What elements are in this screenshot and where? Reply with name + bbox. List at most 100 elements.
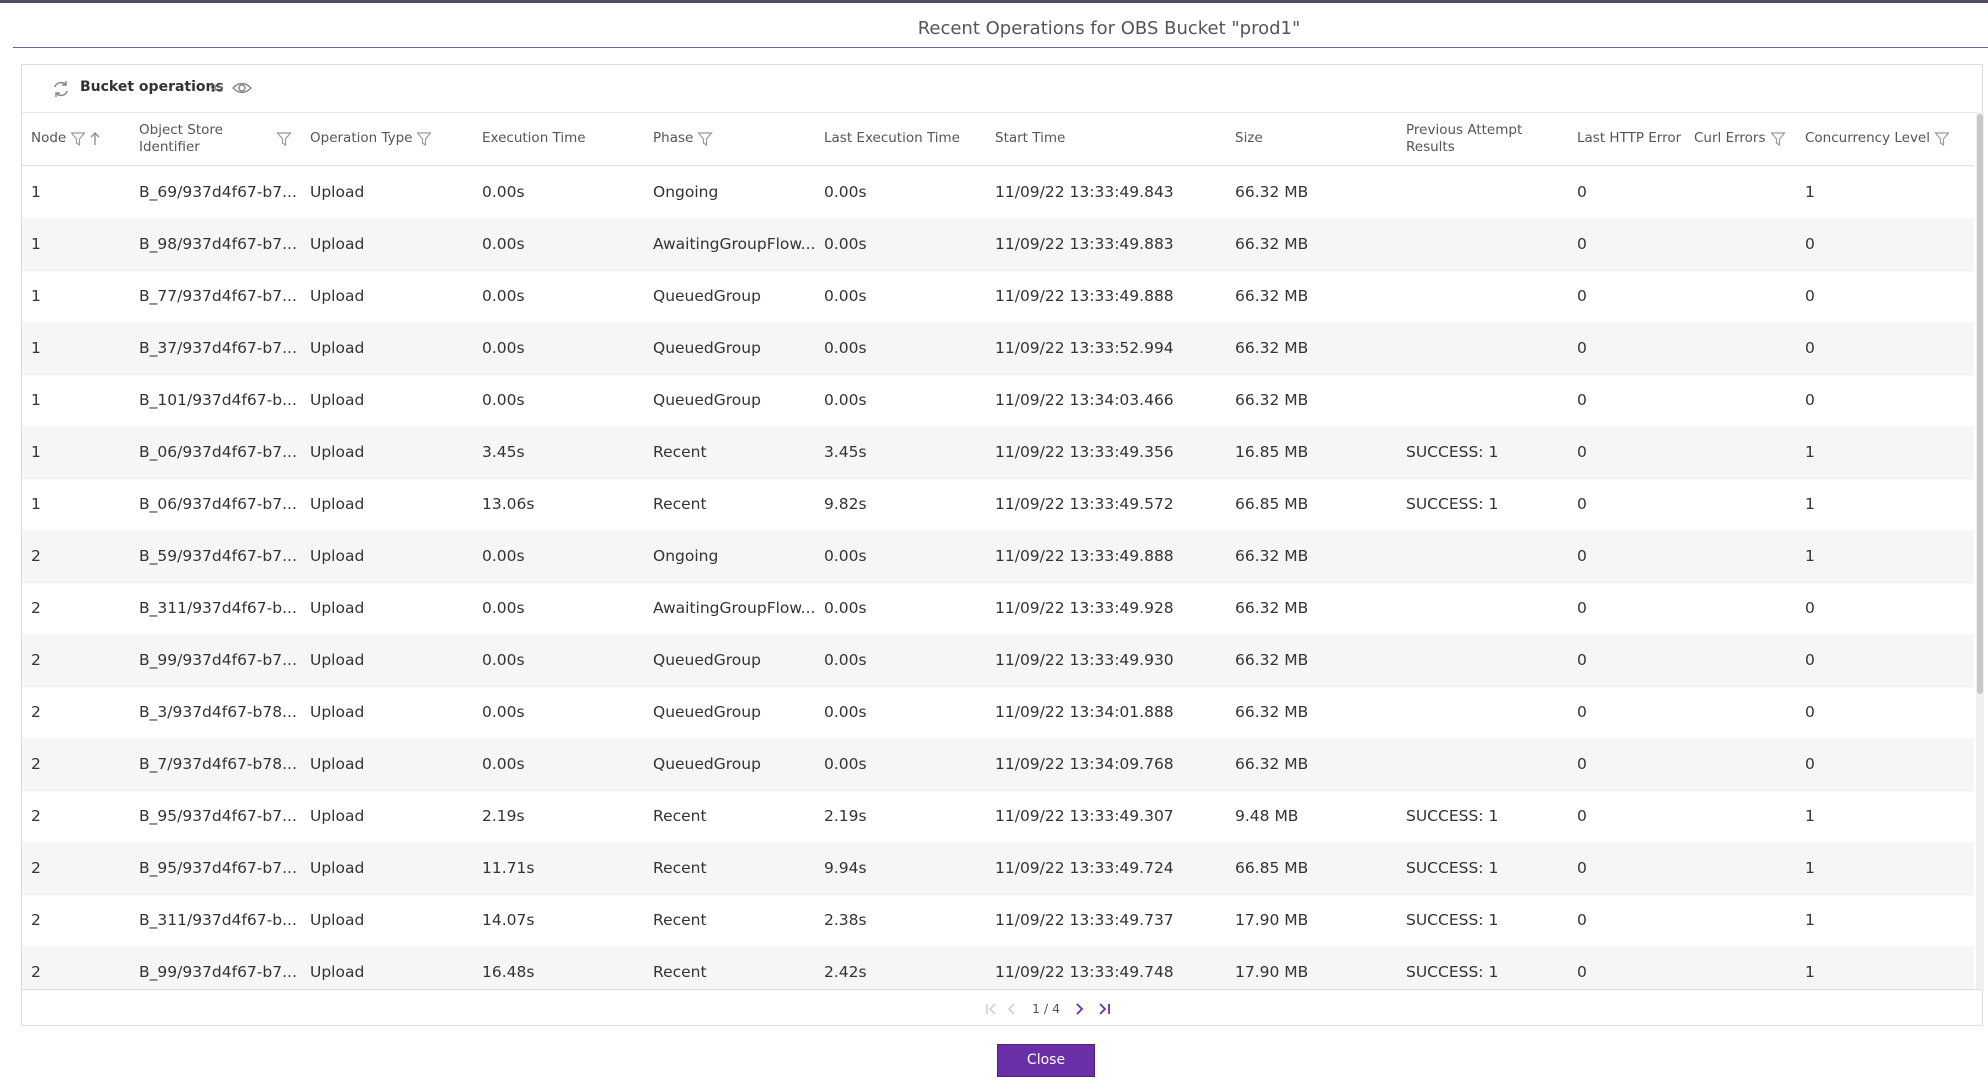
column-header[interactable]: Last Execution Time xyxy=(824,112,989,165)
table-cell: AwaitingGroupFlow... xyxy=(653,599,816,617)
table-cell: Upload xyxy=(310,599,365,617)
table-cell: 0.00s xyxy=(824,755,867,773)
table-cell: AwaitingGroupFlow... xyxy=(653,235,816,253)
title-divider xyxy=(13,47,1988,48)
table-row[interactable]: 2 B_59/937d4f67-b7... Upload 0.00s Ongoing 0.… xyxy=(22,530,1974,583)
table-cell: SUCCESS: 1 xyxy=(1406,495,1499,513)
table-cell: 13.06s xyxy=(482,495,535,513)
table-cell: 1 xyxy=(31,339,41,357)
filter-icon[interactable] xyxy=(66,131,87,147)
column-header[interactable]: Previous Attempt Results xyxy=(1406,112,1571,165)
table-cell: QueuedGroup xyxy=(653,703,761,721)
table-row[interactable]: 1 B_101/937d4f67-b... Upload 0.00s QueuedGro… xyxy=(22,374,1974,427)
table-row[interactable]: 2 B_7/937d4f67-b78... Upload 0.00s QueuedGro… xyxy=(22,738,1974,791)
table-cell: 66.32 MB xyxy=(1235,651,1309,669)
column-header[interactable]: Execution Time xyxy=(482,112,647,165)
filter-icon[interactable] xyxy=(272,131,292,147)
column-label: Curl Errors xyxy=(1694,130,1766,146)
table-cell: Upload xyxy=(310,443,365,461)
table-cell: 0 xyxy=(1805,599,1815,617)
table-cell: 66.32 MB xyxy=(1235,391,1309,409)
column-header[interactable]: Node xyxy=(31,112,133,165)
table-row[interactable]: 1 B_98/937d4f67-b7... Upload 0.00s AwaitingG… xyxy=(22,218,1974,271)
table-cell: 66.32 MB xyxy=(1235,287,1309,305)
table-cell: 0 xyxy=(1805,391,1815,409)
table-cell: B_06/937d4f67-b7... xyxy=(139,443,297,461)
column-label: Operation Type xyxy=(310,130,413,146)
filter-icon[interactable] xyxy=(693,131,714,147)
table-cell: 11/09/22 13:33:49.843 xyxy=(995,183,1174,201)
column-label: Start Time xyxy=(995,130,1066,146)
sort-icon[interactable] xyxy=(86,131,101,147)
column-header[interactable]: Start Time xyxy=(995,112,1229,165)
table-cell: 1 xyxy=(31,443,41,461)
scrollbar-thumb[interactable] xyxy=(1977,114,1983,694)
table-cell: Ongoing xyxy=(653,183,719,201)
filter-icon[interactable] xyxy=(412,131,433,147)
refresh-icon[interactable] xyxy=(51,79,71,99)
table-cell: 11.71s xyxy=(482,859,535,877)
table-cell: QueuedGroup xyxy=(653,287,761,305)
filter-icon[interactable] xyxy=(1766,131,1786,147)
table-cell: 2.19s xyxy=(824,807,867,825)
table-cell: Upload xyxy=(310,651,365,669)
table-cell: 9.48 MB xyxy=(1235,807,1299,825)
table-cell: Recent xyxy=(653,495,707,513)
table-cell: Upload xyxy=(310,391,365,409)
table-cell: Upload xyxy=(310,547,365,565)
table-row[interactable]: 2 B_311/937d4f67-b... Upload 0.00s AwaitingG… xyxy=(22,582,1974,635)
table-cell: QueuedGroup xyxy=(653,651,761,669)
table-row[interactable]: 2 B_3/937d4f67-b78... Upload 0.00s QueuedGro… xyxy=(22,686,1974,739)
table-cell: 3.45s xyxy=(824,443,867,461)
table-cell: 0 xyxy=(1577,807,1587,825)
table-cell: Recent xyxy=(653,807,707,825)
table-cell: QueuedGroup xyxy=(653,755,761,773)
table-row[interactable]: 2 B_311/937d4f67-b... Upload 14.07s Recent 2.… xyxy=(22,894,1974,947)
table-row[interactable]: 1 B_37/937d4f67-b7... Upload 0.00s QueuedGro… xyxy=(22,322,1974,375)
table-cell: 11/09/22 13:33:49.928 xyxy=(995,599,1174,617)
column-header[interactable]: Phase xyxy=(653,112,818,165)
table-cell: 2 xyxy=(31,651,41,669)
table-cell: 0.00s xyxy=(824,651,867,669)
table-cell: 1 xyxy=(1805,443,1815,461)
close-button[interactable]: Close xyxy=(997,1044,1095,1077)
table-row[interactable]: 1 B_77/937d4f67-b7... Upload 0.00s QueuedGro… xyxy=(22,270,1974,323)
table-cell: 0.00s xyxy=(824,391,867,409)
table-cell: 11/09/22 13:33:49.572 xyxy=(995,495,1174,513)
dialog-title: Recent Operations for OBS Bucket "prod1" xyxy=(917,18,1301,39)
column-header[interactable]: Operation Type xyxy=(310,112,476,165)
table-cell: 0.00s xyxy=(482,339,525,357)
table-cell: 0.00s xyxy=(482,547,525,565)
table-cell: 0 xyxy=(1577,183,1587,201)
table-row[interactable]: 2 B_99/937d4f67-b7... Upload 16.48s Recent 2.… xyxy=(22,946,1974,989)
table-cell: 0 xyxy=(1805,235,1815,253)
table-row[interactable]: 2 B_99/937d4f67-b7... Upload 0.00s QueuedGro… xyxy=(22,634,1974,687)
column-header[interactable]: Size xyxy=(1235,112,1400,165)
eye-icon[interactable] xyxy=(232,80,252,96)
column-header[interactable]: Curl Errors xyxy=(1694,112,1799,165)
table-cell: B_99/937d4f67-b7... xyxy=(139,651,297,669)
table-row[interactable]: 1 B_06/937d4f67-b7... Upload 13.06s Recent 9.… xyxy=(22,478,1974,531)
table-cell: 0 xyxy=(1577,599,1587,617)
pager-prev[interactable] xyxy=(984,1001,1044,1017)
column-header[interactable]: Object Store Identifier xyxy=(139,112,304,165)
table-header: Node Object Store Identifier Operation Typ… xyxy=(22,112,1974,166)
table-cell: B_69/937d4f67-b7... xyxy=(139,183,297,201)
table-cell: 66.85 MB xyxy=(1235,495,1309,513)
table-row[interactable]: 2 B_95/937d4f67-b7... Upload 2.19s Recent 2.1… xyxy=(22,790,1974,843)
table-cell: B_95/937d4f67-b7... xyxy=(139,807,297,825)
pager-next[interactable] xyxy=(1070,1001,1130,1017)
table-row[interactable]: 2 B_95/937d4f67-b7... Upload 11.71s Recent 9.… xyxy=(22,842,1974,895)
table-cell: Upload xyxy=(310,703,365,721)
column-header[interactable]: Concurrency Level xyxy=(1805,112,1959,165)
column-label: Phase xyxy=(653,130,694,146)
table-cell: 1 xyxy=(1805,911,1815,929)
table-row[interactable]: 1 B_06/937d4f67-b7... Upload 3.45s Recent 3.4… xyxy=(22,426,1974,479)
table-cell: B_98/937d4f67-b7... xyxy=(139,235,297,253)
column-header[interactable]: Last HTTP Error xyxy=(1577,112,1688,165)
table-row[interactable]: 1 B_69/937d4f67-b7... Upload 0.00s Ongoing 0.… xyxy=(22,166,1974,219)
table-cell: B_95/937d4f67-b7... xyxy=(139,859,297,877)
filter-icon[interactable] xyxy=(1930,131,1950,147)
table-cell: 2 xyxy=(31,859,41,877)
